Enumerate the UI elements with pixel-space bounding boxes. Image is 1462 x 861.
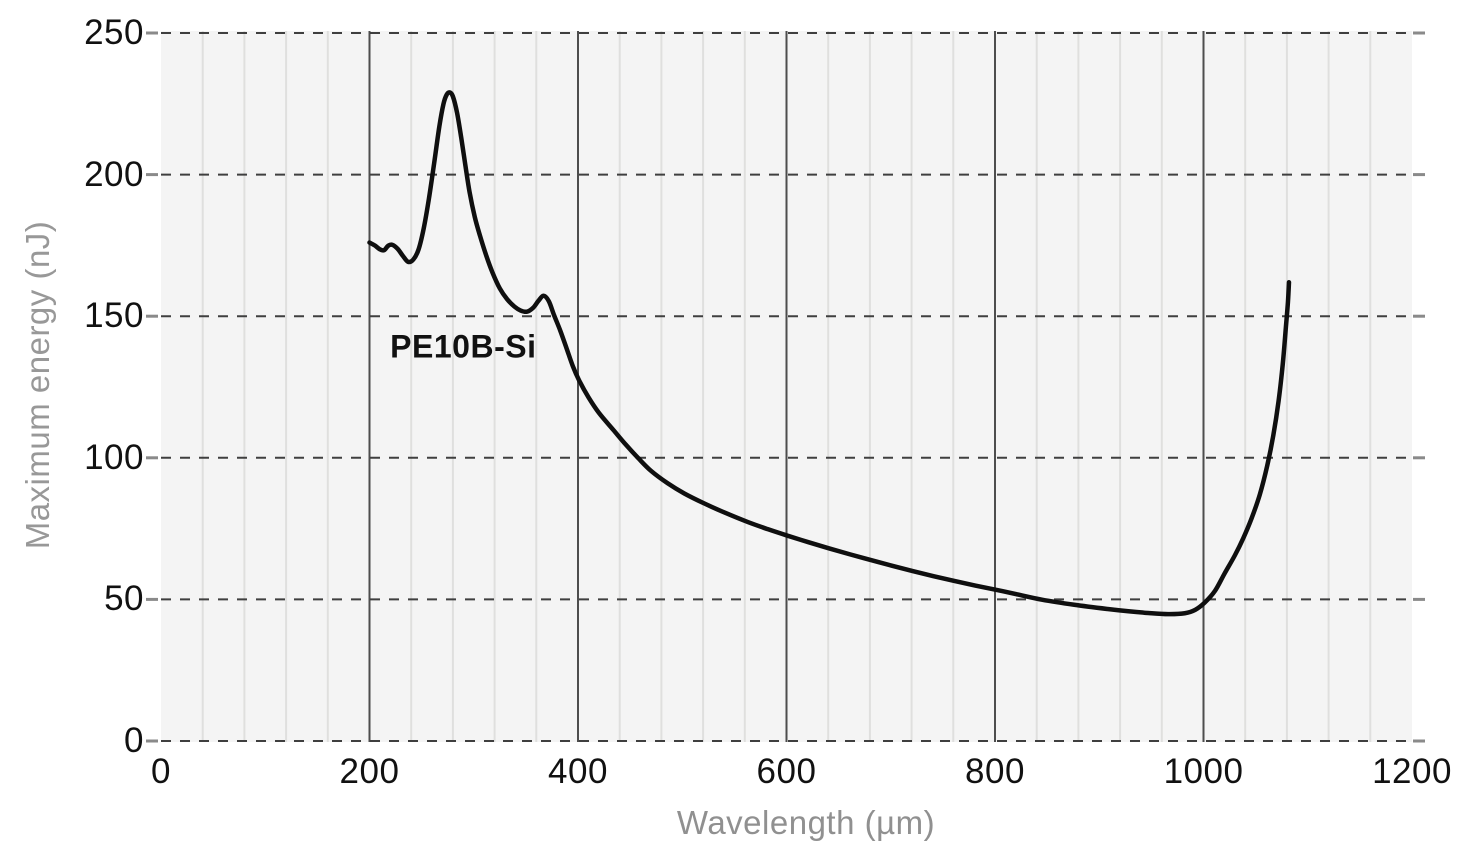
x-tick-label: 0 [151, 752, 171, 791]
axis-edge-ticks [146, 31, 1425, 743]
y-tick-label: 250 [84, 13, 144, 52]
major-gridlines [368, 31, 1205, 742]
x-tick-label: 800 [965, 752, 1025, 791]
y-axis-title: Maximum energy (nJ) [19, 220, 56, 550]
y-tick-label: 0 [124, 721, 144, 760]
x-tick-label: 600 [756, 752, 817, 791]
x-tick-label: 200 [339, 752, 400, 791]
series-label: PE10B-Si [390, 328, 537, 365]
y-tick-label: 200 [84, 154, 144, 194]
y-tick-label: 100 [84, 437, 144, 477]
minor-gridlines [201, 31, 1372, 742]
y-tick-label: 150 [84, 296, 144, 336]
y-tick-label: 50 [104, 579, 144, 619]
series-curve [367, 90, 1292, 617]
x-tick-label: 1200 [1372, 752, 1452, 791]
x-axis-title: Wavelength (µm) [676, 804, 936, 841]
x-tick-label: 400 [548, 752, 608, 791]
x-tick-label: 1000 [1163, 752, 1244, 791]
